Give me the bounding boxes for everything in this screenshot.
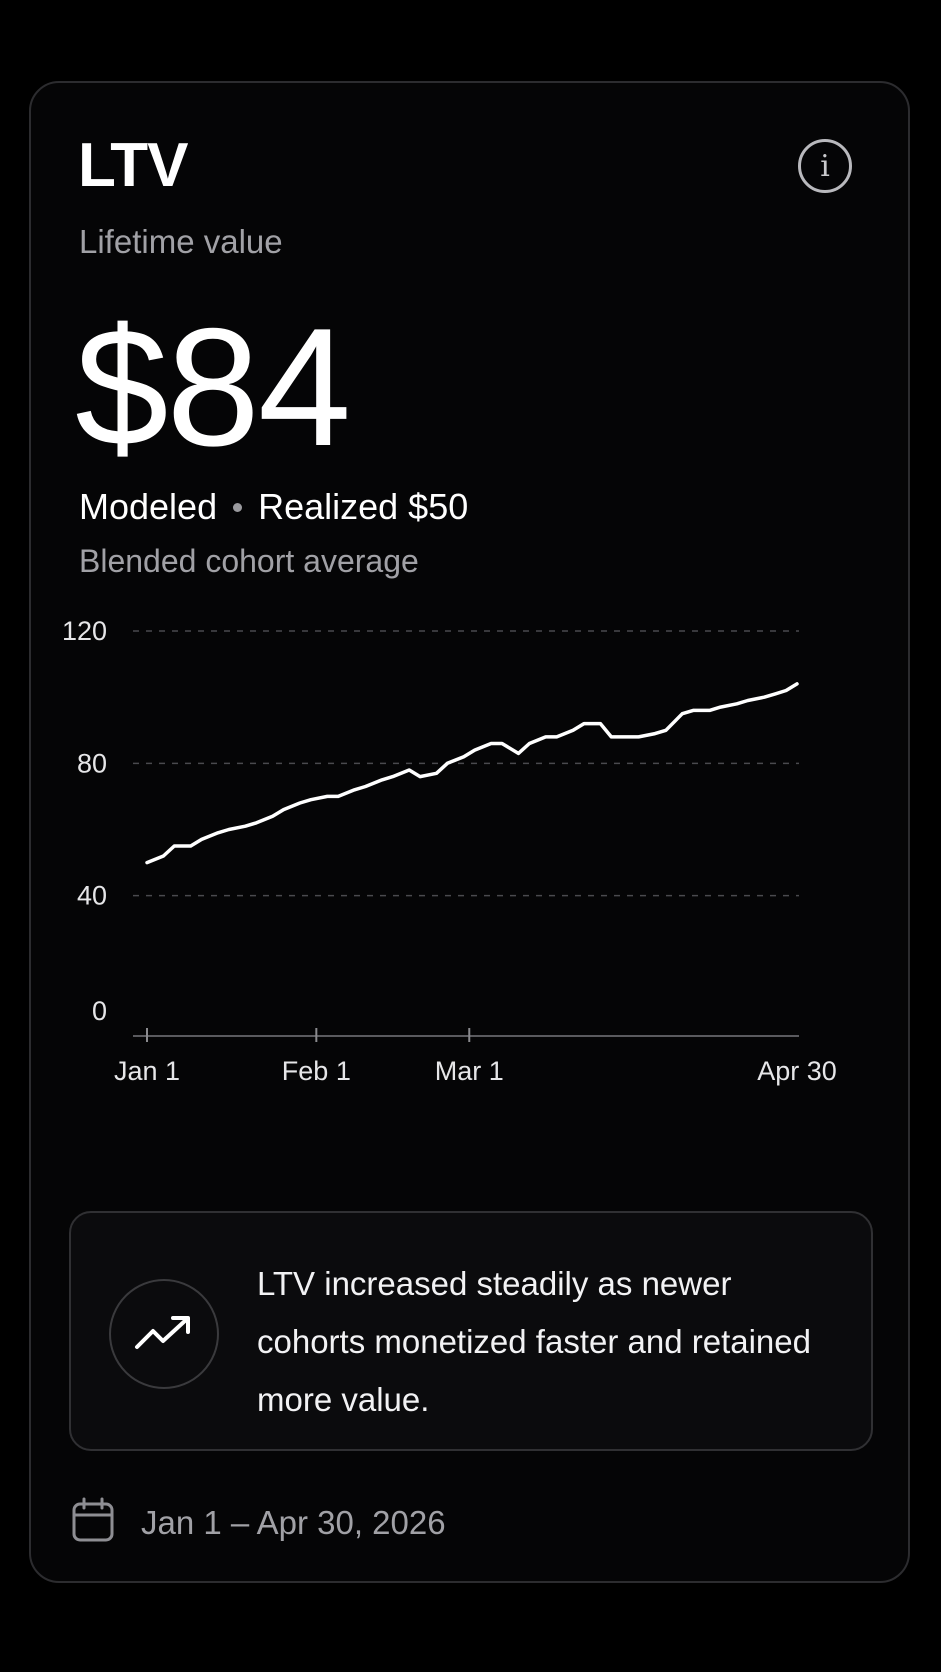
y-tick-label: 40 xyxy=(77,881,107,911)
trend-up-icon xyxy=(109,1279,219,1389)
ltv-value: $84 xyxy=(75,293,351,481)
y-tick-label: 0 xyxy=(92,996,107,1026)
date-range-label: Jan 1 – Apr 30, 2026 xyxy=(141,1503,446,1541)
series-line xyxy=(145,682,799,865)
info-icon[interactable]: i xyxy=(798,139,852,193)
card-subtitle: Lifetime value xyxy=(79,223,283,260)
date-range-footer[interactable]: Jan 1 – Apr 30, 2026 xyxy=(71,1497,446,1548)
x-tick-label: Jan 1 xyxy=(114,1056,180,1086)
x-tick-label: Feb 1 xyxy=(282,1056,351,1086)
x-tick-label: Apr 30 xyxy=(757,1056,837,1086)
realized-label: Realized $50 xyxy=(258,486,469,527)
ltv-card: LTV Lifetime value i $84 Modeled Realize… xyxy=(29,81,910,1583)
calendar-icon xyxy=(71,1497,115,1548)
y-tick-label: 80 xyxy=(77,748,107,778)
y-tick-label: 120 xyxy=(62,616,107,646)
ltv-line-chart: 0 40 80 120 Jan 1 Feb 1 Mar 1 Apr 30 xyxy=(62,616,837,1086)
separator-dot xyxy=(233,502,243,512)
value-meta: Modeled Realized $50 xyxy=(79,489,468,525)
insight-text: LTV increased steadily as newer cohorts … xyxy=(257,1265,811,1418)
insight-panel: LTV increased steadily as newer cohorts … xyxy=(69,1211,873,1451)
modeled-label: Modeled xyxy=(79,486,218,527)
card-title: LTV xyxy=(78,131,188,200)
x-tick-label: Mar 1 xyxy=(435,1056,504,1086)
value-description: Blended cohort average xyxy=(79,543,419,579)
